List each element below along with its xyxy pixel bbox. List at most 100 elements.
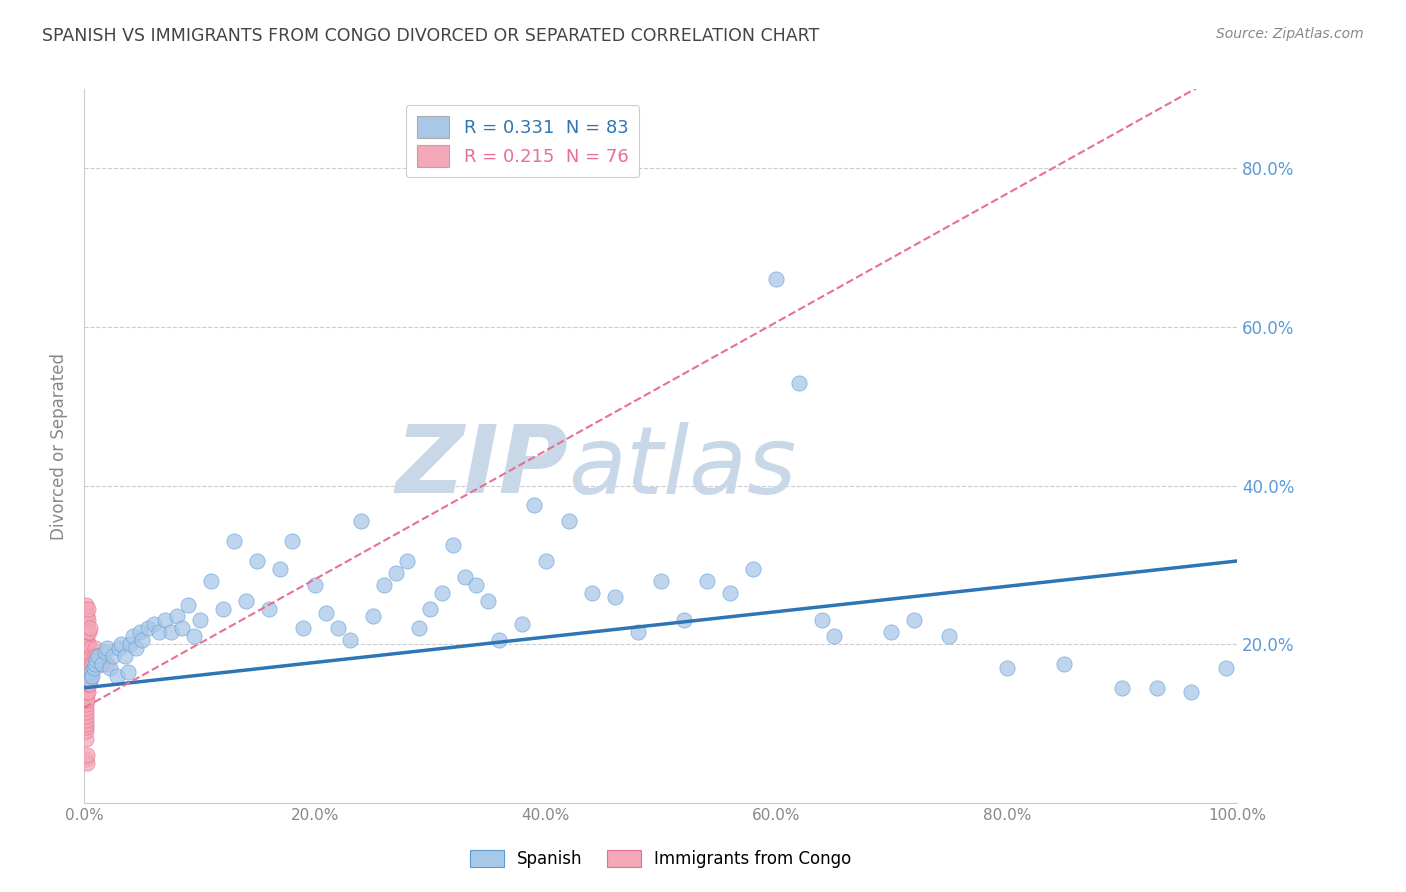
- Point: [811, 614, 834, 628]
- Legend: Spanish, Immigrants from Congo: Spanish, Immigrants from Congo: [464, 843, 858, 875]
- Point: [512, 617, 534, 632]
- Point: [75, 732, 97, 747]
- Point: [76, 617, 98, 632]
- Point: [269, 562, 291, 576]
- Point: [76, 641, 98, 656]
- Point: [350, 514, 373, 528]
- Point: [125, 641, 148, 656]
- Point: [1111, 681, 1133, 695]
- Point: [83, 641, 105, 656]
- Point: [166, 609, 188, 624]
- Point: [523, 499, 546, 513]
- Point: [1180, 685, 1202, 699]
- Point: [995, 661, 1018, 675]
- Point: [117, 665, 139, 679]
- Point: [1215, 661, 1237, 675]
- Point: [75, 721, 97, 735]
- Text: SPANISH VS IMMIGRANTS FROM CONGO DIVORCED OR SEPARATED CORRELATION CHART: SPANISH VS IMMIGRANTS FROM CONGO DIVORCE…: [42, 27, 820, 45]
- Point: [103, 649, 125, 664]
- Point: [76, 685, 98, 699]
- Point: [696, 574, 718, 588]
- Point: [75, 700, 97, 714]
- Point: [76, 614, 98, 628]
- Point: [83, 661, 105, 675]
- Point: [75, 637, 97, 651]
- Point: [603, 590, 626, 604]
- Point: [84, 649, 107, 664]
- Point: [304, 578, 326, 592]
- Point: [121, 629, 143, 643]
- Point: [108, 641, 131, 656]
- Point: [430, 585, 453, 599]
- Point: [75, 606, 97, 620]
- Point: [79, 621, 101, 635]
- Point: [76, 657, 98, 671]
- Point: [76, 649, 98, 664]
- Point: [79, 641, 101, 656]
- Point: [75, 681, 97, 695]
- Point: [211, 601, 233, 615]
- Point: [120, 637, 142, 651]
- Point: [75, 629, 97, 643]
- Point: [75, 601, 97, 615]
- Point: [131, 633, 153, 648]
- Point: [488, 633, 510, 648]
- Point: [627, 625, 650, 640]
- Point: [75, 708, 97, 723]
- Point: [76, 677, 98, 691]
- Point: [82, 657, 104, 671]
- Point: [136, 621, 159, 635]
- Point: [183, 629, 205, 643]
- Point: [454, 570, 477, 584]
- Point: [76, 645, 98, 659]
- Point: [79, 673, 101, 687]
- Point: [75, 713, 97, 727]
- Point: [177, 598, 200, 612]
- Point: [408, 621, 430, 635]
- Point: [75, 724, 97, 739]
- Point: [105, 669, 128, 683]
- Point: [465, 578, 488, 592]
- Point: [75, 697, 97, 711]
- Point: [94, 645, 117, 659]
- Point: [339, 633, 361, 648]
- Point: [76, 677, 98, 691]
- Legend: R = 0.331  N = 83, R = 0.215  N = 76: R = 0.331 N = 83, R = 0.215 N = 76: [406, 105, 640, 178]
- Point: [765, 272, 787, 286]
- Point: [581, 585, 603, 599]
- Point: [326, 621, 349, 635]
- Point: [281, 534, 304, 549]
- Point: [90, 657, 112, 671]
- Point: [235, 593, 257, 607]
- Point: [96, 657, 118, 671]
- Point: [419, 601, 441, 615]
- Point: [76, 685, 98, 699]
- Point: [75, 716, 97, 731]
- Point: [75, 617, 97, 632]
- Point: [557, 514, 579, 528]
- Point: [87, 657, 110, 671]
- Point: [315, 606, 337, 620]
- Point: [396, 554, 419, 568]
- Point: [77, 677, 100, 691]
- Point: [742, 562, 765, 576]
- Point: [110, 637, 132, 651]
- Point: [148, 625, 170, 640]
- Point: [76, 756, 98, 771]
- Point: [142, 617, 165, 632]
- Point: [650, 574, 672, 588]
- Point: [76, 692, 98, 706]
- Point: [77, 645, 100, 659]
- Point: [200, 574, 222, 588]
- Point: [76, 609, 98, 624]
- Point: [384, 566, 406, 580]
- Point: [75, 621, 97, 635]
- Point: [75, 665, 97, 679]
- Point: [75, 609, 97, 624]
- Point: [76, 669, 98, 683]
- Point: [79, 657, 101, 671]
- Point: [90, 657, 112, 671]
- Point: [87, 649, 110, 664]
- Point: [80, 665, 103, 679]
- Point: [75, 641, 97, 656]
